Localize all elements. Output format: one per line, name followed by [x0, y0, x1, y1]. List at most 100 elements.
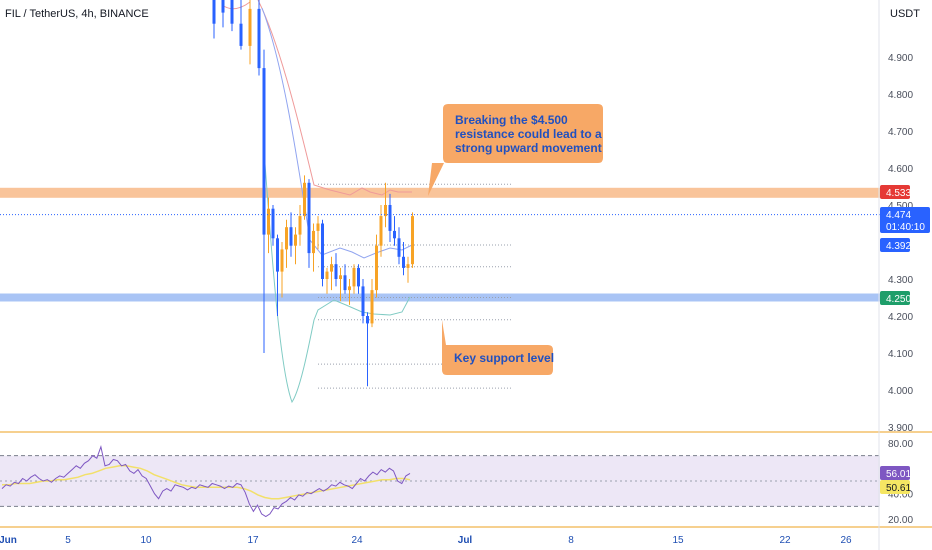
candle-body — [321, 223, 324, 279]
candle — [343, 264, 347, 294]
resistance-callout: Breaking the $4.500 resistance could lea… — [428, 104, 603, 196]
rsi-tick-label: 40.00 — [888, 490, 913, 501]
candle — [397, 227, 401, 265]
support-price-tag — [880, 291, 910, 305]
candle — [212, 0, 216, 39]
candle-body — [397, 238, 401, 257]
candle-body — [289, 227, 293, 246]
candle — [357, 264, 360, 294]
candle — [379, 205, 383, 257]
currency-label: USDT — [890, 8, 920, 20]
resistance-zone — [0, 187, 880, 198]
time-tick-label: 5 — [65, 535, 71, 546]
candle-body — [334, 264, 338, 279]
candle-body — [257, 8, 261, 69]
candle — [366, 312, 369, 387]
candle — [294, 227, 297, 265]
candle — [276, 234, 279, 316]
candlestick-series — [212, 0, 414, 387]
candle — [370, 279, 374, 328]
candle-body — [411, 216, 414, 265]
candle-body — [361, 286, 365, 316]
candle-body — [339, 275, 342, 279]
price-tick-label: 4.800 — [888, 90, 913, 101]
rsi-value-tag-text: 56.01 — [886, 469, 911, 480]
price-overlay-lines — [221, 0, 413, 404]
rsi-tick-label: 80.00 — [888, 439, 913, 450]
middle-band-line — [261, 7, 413, 259]
candle — [388, 193, 392, 242]
candle-body — [248, 8, 252, 46]
price-tick-label: 4.600 — [888, 164, 913, 175]
candle-body — [294, 234, 297, 246]
candle-body — [262, 68, 266, 235]
candle-body — [330, 264, 333, 272]
resistance-callout-line-2: resistance could lead to a — [455, 127, 602, 141]
candle-body — [352, 267, 356, 287]
price-tick-label: 3.900 — [888, 423, 913, 434]
price-tick-label: 4.100 — [888, 349, 913, 360]
candle-body — [357, 267, 360, 287]
candle — [321, 219, 324, 287]
countdown-tag-text: 01:40:10 — [886, 222, 925, 233]
candle — [248, 0, 252, 65]
level-price-tag-text: 4.392 — [886, 241, 911, 252]
rsi-ma-tag-text: 50.61 — [886, 483, 911, 494]
candle — [316, 216, 320, 250]
candle-body — [325, 271, 329, 279]
candle-body — [303, 182, 306, 217]
candle-body — [312, 230, 315, 254]
support-callout: Key support level — [442, 320, 554, 375]
support-price-tag-text: 4.250 — [886, 294, 911, 305]
candle-body — [307, 182, 311, 254]
price-axis-ticks: 4.900 4.800 4.700 4.600 4.500 4.300 4.200 4.100… — [888, 53, 913, 434]
candle-body — [316, 223, 320, 231]
candle — [312, 223, 315, 272]
candle — [271, 205, 275, 246]
level-price-tag — [880, 238, 910, 252]
candle-body — [348, 286, 351, 291]
price-tick-label: 4.300 — [888, 275, 913, 286]
candle — [339, 267, 342, 302]
candle-body — [406, 264, 410, 268]
price-tick-label: 4.500 — [888, 201, 913, 212]
candle-body — [276, 238, 279, 272]
time-axis[interactable]: Jun 5 10 17 24 Jul 8 15 22 26 — [0, 535, 852, 546]
support-callout-box — [442, 320, 553, 375]
candle — [221, 0, 225, 28]
time-tick-label: 26 — [840, 535, 852, 546]
candle-body — [343, 275, 347, 291]
candle — [411, 212, 414, 268]
time-tick-label: Jun — [0, 535, 17, 546]
last-price-tag — [880, 207, 930, 233]
price-tick-label: 4.700 — [888, 127, 913, 138]
candle — [325, 267, 329, 294]
rsi-ma-tag — [880, 480, 910, 494]
support-zone — [0, 293, 880, 302]
candle-body — [366, 316, 369, 324]
candle — [330, 256, 333, 291]
candle-body — [298, 216, 302, 235]
candle — [352, 264, 356, 294]
time-tick-label: 10 — [140, 535, 152, 546]
candle — [289, 212, 293, 257]
price-tick-label: 4.900 — [888, 53, 913, 64]
candle-body — [285, 227, 288, 250]
resistance-callout-box — [428, 104, 603, 196]
lower-band-line — [263, 149, 411, 404]
candle — [285, 219, 288, 268]
candle-body — [239, 23, 243, 46]
rsi-tick-label: 20.00 — [888, 515, 913, 526]
candle-body — [271, 208, 275, 239]
last-price-tag-text: 4.474 — [886, 210, 911, 221]
upper-band-line — [221, 0, 412, 196]
candle — [348, 279, 351, 305]
candle — [393, 216, 396, 246]
candle-body — [388, 205, 392, 231]
candle — [307, 179, 311, 268]
resistance-price-tag — [880, 185, 910, 199]
projection-lines — [318, 183, 512, 389]
price-axis[interactable]: USDT 4.900 4.800 4.700 4.600 4.500 4.300 4.200… — [878, 0, 920, 550]
